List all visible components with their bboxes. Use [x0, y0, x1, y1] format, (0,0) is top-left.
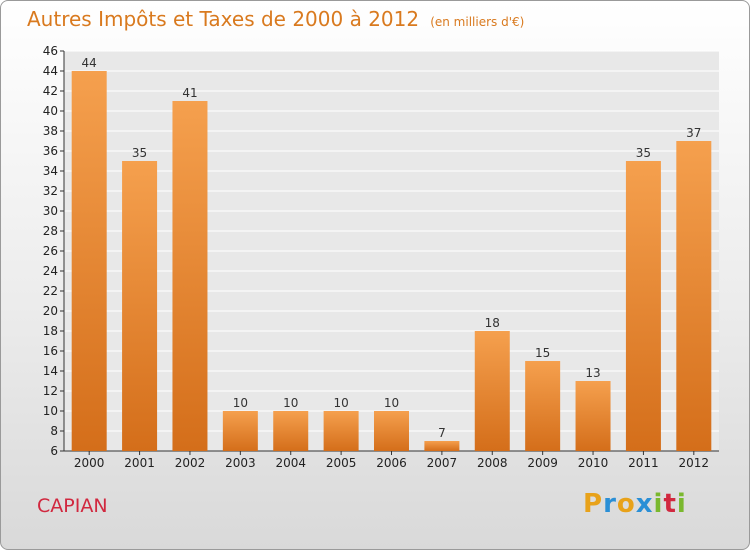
- bar-2001: [122, 161, 158, 451]
- x-tick-label-2001: 2001: [124, 456, 155, 470]
- proxiti-logo[interactable]: Proxiti: [583, 489, 687, 519]
- commune-name: CAPIAN: [37, 495, 108, 517]
- x-tick-label-2005: 2005: [326, 456, 357, 470]
- logo-letter: o: [616, 489, 636, 519]
- data-label-2009: 15: [535, 346, 550, 360]
- data-label-2005: 10: [333, 396, 348, 410]
- title-unit: (en milliers d'€): [430, 15, 525, 29]
- y-tick-label: 44: [43, 64, 58, 78]
- data-label-2006: 10: [384, 396, 399, 410]
- bar-2008: [474, 331, 510, 451]
- data-label-2002: 41: [182, 86, 197, 100]
- y-tick-label: 22: [43, 284, 58, 298]
- data-label-2004: 10: [283, 396, 298, 410]
- y-tick-label: 40: [43, 104, 58, 118]
- bar-2002: [172, 101, 208, 451]
- bar-2000: [71, 71, 107, 451]
- y-tick-label: 8: [50, 424, 58, 438]
- x-tick-label-2000: 2000: [74, 456, 105, 470]
- x-tick-label-2004: 2004: [275, 456, 306, 470]
- x-tick-label-2006: 2006: [376, 456, 407, 470]
- data-label-2011: 35: [636, 146, 651, 160]
- x-tick-label-2009: 2009: [527, 456, 558, 470]
- bar-layer: 44 35 41 10 10 10 10 7 18 15 13 35 37: [71, 56, 712, 451]
- y-tick-label: 16: [43, 344, 58, 358]
- data-label-2012: 37: [686, 126, 701, 140]
- chart-title: Autres Impôts et Taxes de 2000 à 2012 (e…: [27, 7, 524, 31]
- logo-letter: i: [653, 489, 664, 519]
- x-tick-label-2007: 2007: [427, 456, 458, 470]
- logo-letter: t: [663, 489, 677, 519]
- y-tick-label: 32: [43, 184, 58, 198]
- data-label-2007: 7: [438, 426, 446, 440]
- x-tick-label-2008: 2008: [477, 456, 508, 470]
- y-tick-label: 34: [43, 164, 58, 178]
- logo-letter: x: [635, 489, 654, 519]
- logo-letter: r: [603, 489, 617, 519]
- x-tick-label-2010: 2010: [578, 456, 609, 470]
- data-label-2010: 13: [585, 366, 600, 380]
- y-tick-label: 10: [43, 404, 58, 418]
- y-tick-label: 38: [43, 124, 58, 138]
- data-label-2001: 35: [132, 146, 147, 160]
- y-tick-label: 30: [43, 204, 58, 218]
- y-tick-label: 12: [43, 384, 58, 398]
- logo-letter: i: [676, 489, 687, 519]
- data-label-2003: 10: [233, 396, 248, 410]
- logo-letter: P: [583, 489, 604, 519]
- bar-2009: [525, 361, 561, 451]
- bar-2006: [374, 411, 409, 451]
- y-tick-label: 14: [43, 364, 58, 378]
- bar-2012: [676, 141, 712, 451]
- y-tick-label: 24: [43, 264, 58, 278]
- bar-2011: [625, 161, 661, 451]
- y-tick-label: 6: [50, 444, 58, 458]
- bar-2003: [222, 411, 258, 451]
- title-text: Autres Impôts et Taxes de 2000 à 2012: [27, 7, 420, 31]
- grid-layer: [64, 50, 719, 452]
- y-tick-label: 42: [43, 84, 58, 98]
- x-tick-label-2003: 2003: [225, 456, 256, 470]
- y-tick-label: 46: [43, 44, 58, 58]
- bar-2007: [424, 441, 460, 451]
- x-tick-label-2002: 2002: [175, 456, 206, 470]
- data-label-2000: 44: [82, 56, 97, 70]
- y-tick-label: 20: [43, 304, 58, 318]
- y-tick-label: 18: [43, 324, 58, 338]
- x-tick-label-2011: 2011: [628, 456, 659, 470]
- y-tick-label: 26: [43, 244, 58, 258]
- bar-2010: [575, 381, 611, 451]
- data-label-2008: 18: [485, 316, 500, 330]
- y-tick-label: 36: [43, 144, 58, 158]
- bar-2004: [273, 411, 309, 451]
- bar-2005: [323, 411, 359, 451]
- y-tick-label: 28: [43, 224, 58, 238]
- x-tick-label-2012: 2012: [679, 456, 710, 470]
